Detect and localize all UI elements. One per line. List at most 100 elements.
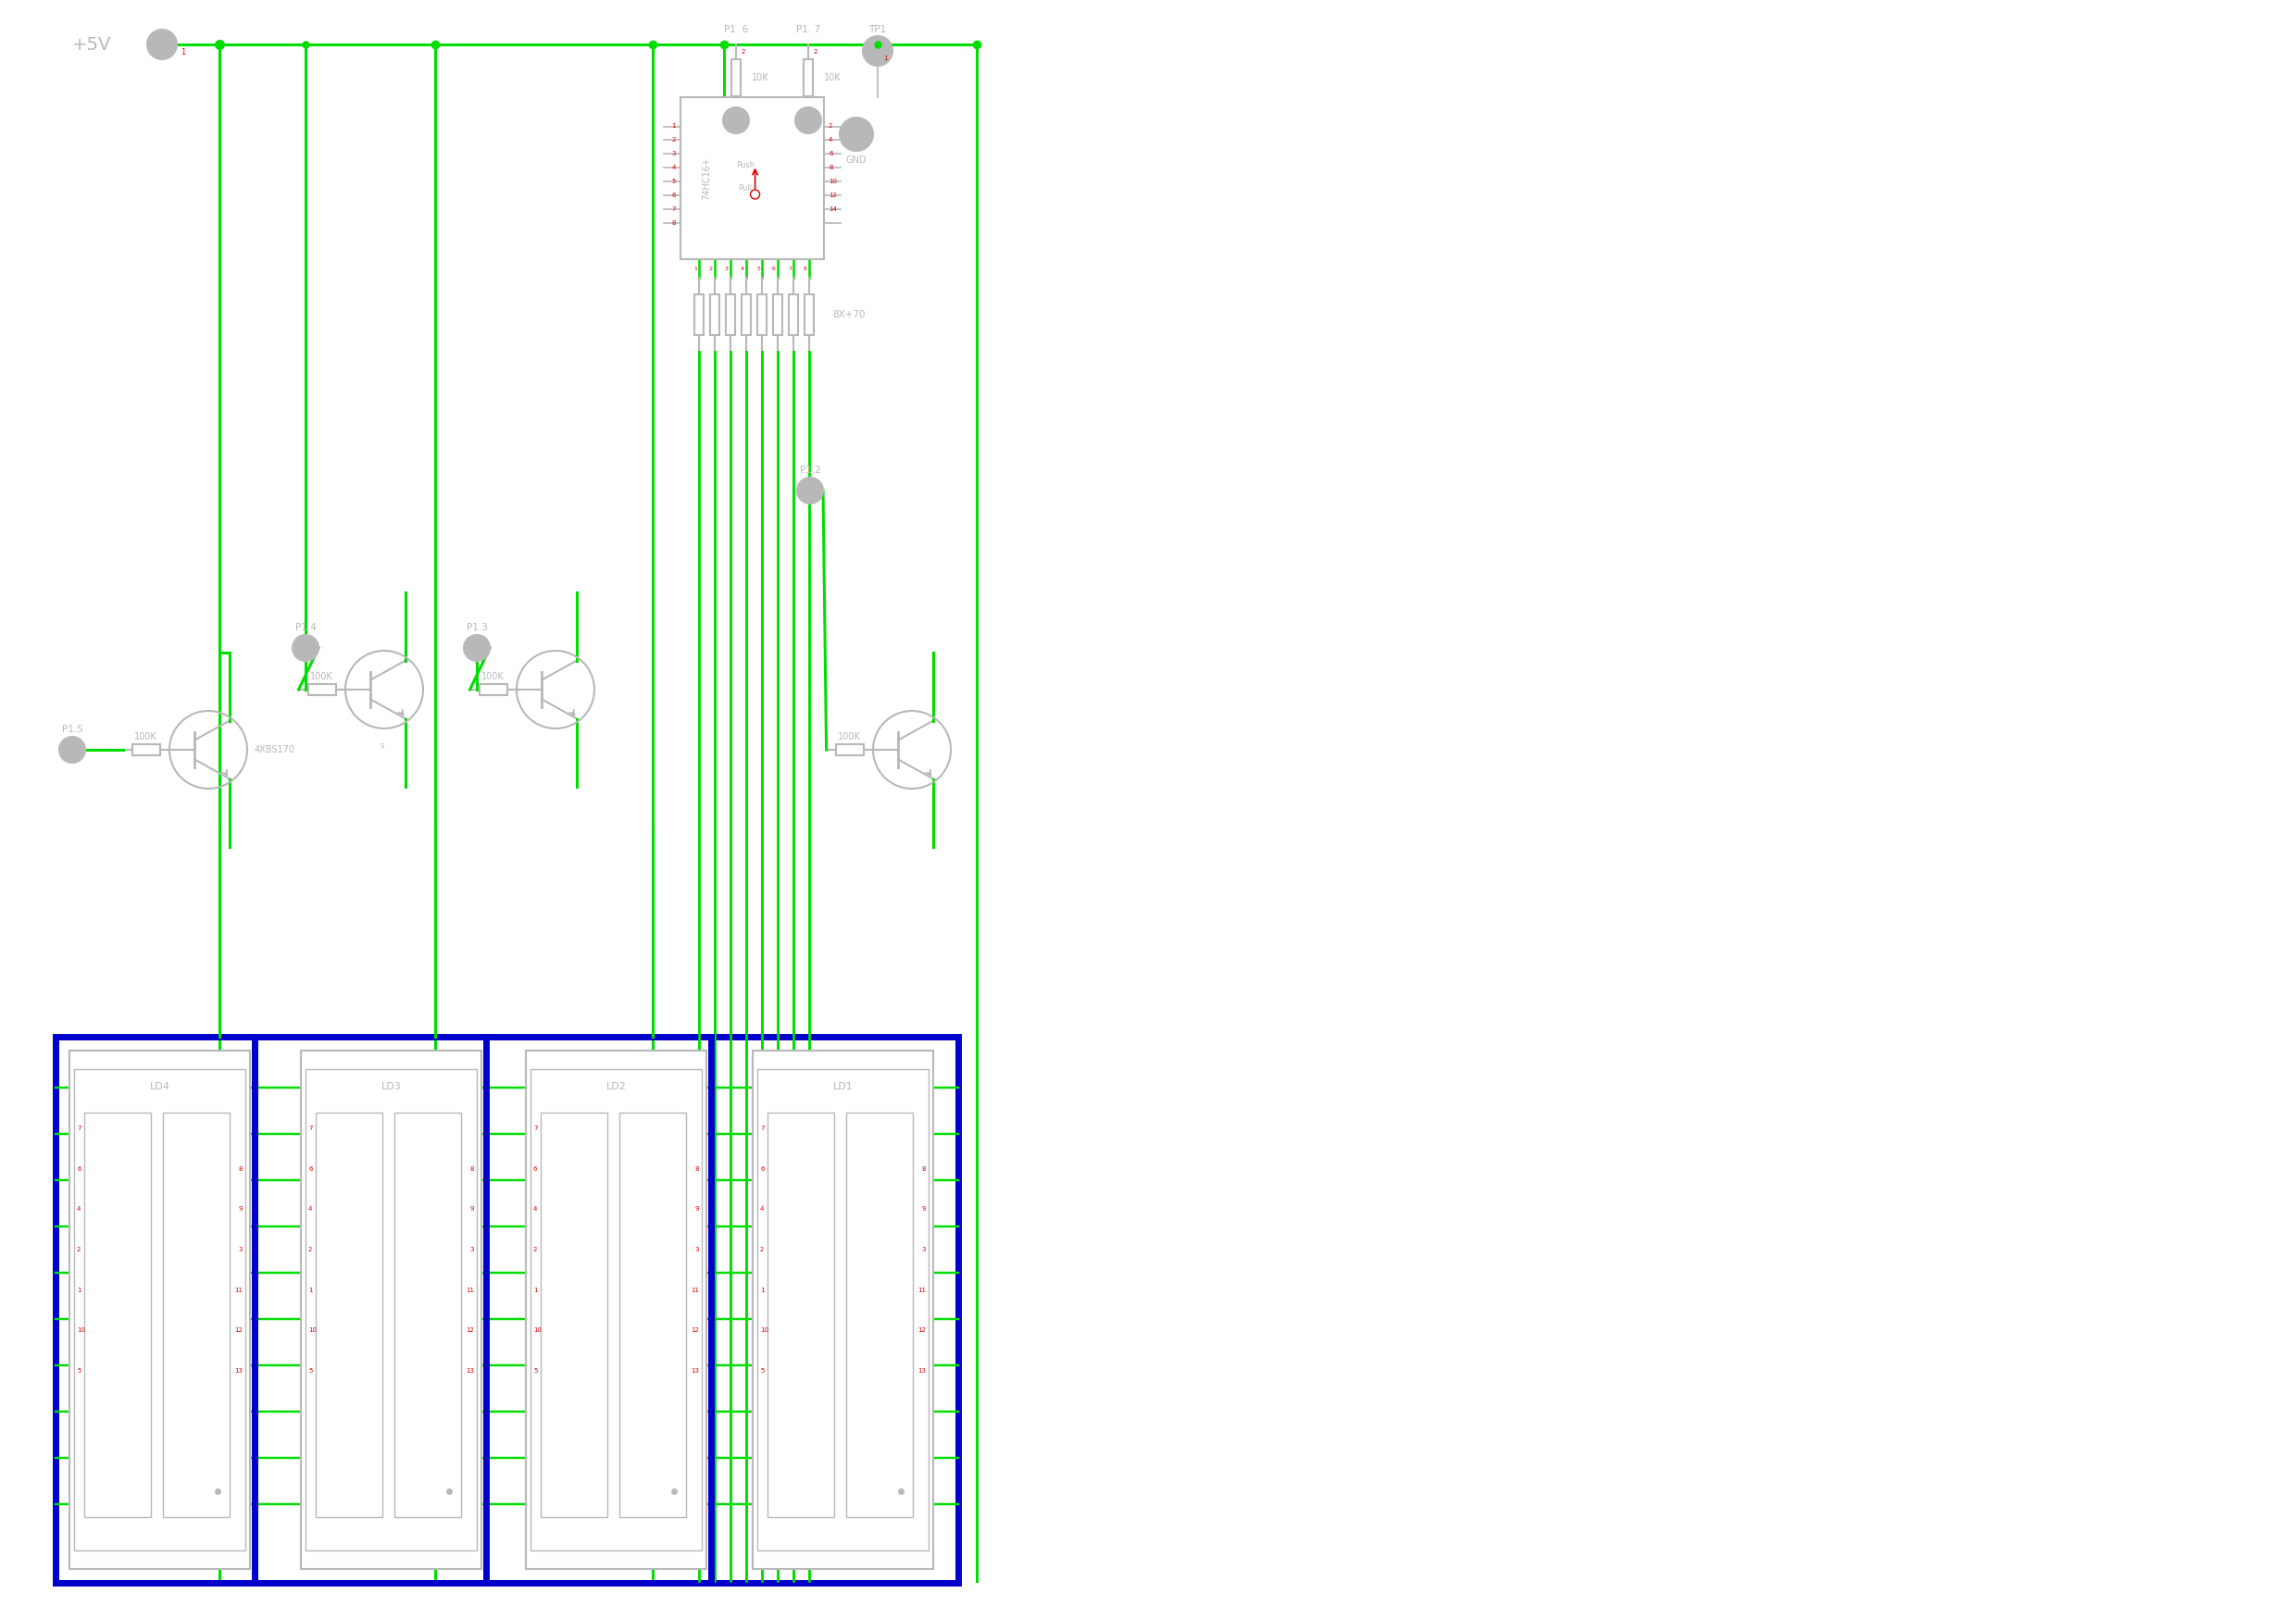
Text: 5: 5 xyxy=(76,1369,80,1374)
Text: 4XBS170: 4XBS170 xyxy=(255,746,296,754)
Text: 6: 6 xyxy=(533,1167,537,1171)
Text: 3: 3 xyxy=(921,1247,925,1252)
Text: 14: 14 xyxy=(829,205,836,212)
Text: 7: 7 xyxy=(760,1126,765,1131)
Bar xyxy=(845,1113,914,1518)
Bar xyxy=(726,294,735,335)
Text: 9: 9 xyxy=(471,1207,473,1212)
Text: 1: 1 xyxy=(181,49,186,57)
Text: 5: 5 xyxy=(308,1369,312,1374)
Bar xyxy=(530,1069,703,1550)
Text: 2: 2 xyxy=(829,123,833,129)
Text: 4: 4 xyxy=(673,165,675,170)
Bar xyxy=(305,1069,478,1550)
Text: Push: Push xyxy=(735,162,755,170)
Text: 7: 7 xyxy=(308,1126,312,1131)
Circle shape xyxy=(840,118,872,150)
Text: 10: 10 xyxy=(308,1328,317,1333)
Text: Pull: Pull xyxy=(737,184,753,193)
Text: +5V: +5V xyxy=(71,36,110,53)
Text: 6: 6 xyxy=(76,1167,80,1171)
Circle shape xyxy=(723,107,748,133)
Text: 1: 1 xyxy=(760,1288,765,1293)
Text: 5: 5 xyxy=(533,1369,537,1374)
Text: 12: 12 xyxy=(918,1328,925,1333)
Bar xyxy=(709,294,719,335)
Text: 9: 9 xyxy=(921,1207,925,1212)
Text: 10: 10 xyxy=(760,1328,769,1333)
Text: 6: 6 xyxy=(771,267,776,272)
Text: 13: 13 xyxy=(466,1369,473,1374)
Text: 8: 8 xyxy=(696,1167,698,1171)
Text: 13: 13 xyxy=(918,1369,925,1374)
Text: 1: 1 xyxy=(673,123,675,129)
Text: 4: 4 xyxy=(742,267,744,272)
Text: P1.2: P1.2 xyxy=(799,466,820,474)
Text: GND: GND xyxy=(845,155,868,165)
Bar xyxy=(480,684,507,696)
Text: s: s xyxy=(381,741,383,749)
Text: 8: 8 xyxy=(804,267,808,272)
Bar xyxy=(308,684,335,696)
Circle shape xyxy=(147,29,177,60)
Text: 8: 8 xyxy=(921,1167,925,1171)
Text: 2: 2 xyxy=(308,1247,312,1252)
Bar xyxy=(767,1113,833,1518)
Bar xyxy=(526,1050,707,1569)
Circle shape xyxy=(797,477,822,503)
Bar xyxy=(163,1113,230,1518)
Text: 12: 12 xyxy=(829,193,836,197)
Text: 5: 5 xyxy=(760,1369,765,1374)
Text: LD1: LD1 xyxy=(833,1082,854,1092)
Text: 74HC16+: 74HC16+ xyxy=(703,157,712,199)
Text: 11: 11 xyxy=(234,1288,243,1293)
Text: 9: 9 xyxy=(696,1207,698,1212)
Text: P1.4: P1.4 xyxy=(294,623,317,633)
Bar xyxy=(620,1113,687,1518)
Text: 11: 11 xyxy=(691,1288,698,1293)
Circle shape xyxy=(863,36,893,66)
Bar xyxy=(804,60,813,97)
Text: LD3: LD3 xyxy=(381,1082,402,1092)
Text: P1. 6: P1. 6 xyxy=(723,24,748,34)
Bar xyxy=(55,1037,957,1582)
Text: 8X+70: 8X+70 xyxy=(831,311,866,319)
Text: 3: 3 xyxy=(673,150,675,157)
Text: 6: 6 xyxy=(760,1167,765,1171)
Text: 2: 2 xyxy=(76,1247,80,1252)
Bar xyxy=(73,1069,246,1550)
Text: 5: 5 xyxy=(755,267,760,272)
Text: 3: 3 xyxy=(239,1247,243,1252)
Text: 4: 4 xyxy=(829,138,833,142)
Bar xyxy=(395,1113,461,1518)
Bar xyxy=(804,294,813,335)
Bar xyxy=(742,294,751,335)
Bar xyxy=(758,294,767,335)
Bar xyxy=(836,744,863,756)
Text: 100K: 100K xyxy=(482,671,505,681)
Text: 4: 4 xyxy=(760,1207,765,1212)
Text: P1. 7: P1. 7 xyxy=(797,24,820,34)
Text: 10K: 10K xyxy=(824,73,840,83)
Text: 7: 7 xyxy=(788,267,792,272)
Text: 8: 8 xyxy=(471,1167,473,1171)
Text: 5: 5 xyxy=(673,178,675,184)
Text: 1: 1 xyxy=(76,1288,80,1293)
Text: 8: 8 xyxy=(673,220,675,225)
Bar xyxy=(758,1069,928,1550)
Text: P1.3: P1.3 xyxy=(466,623,487,633)
Text: 10: 10 xyxy=(829,178,838,184)
Text: 4: 4 xyxy=(308,1207,312,1212)
Circle shape xyxy=(464,634,489,660)
Bar xyxy=(540,1113,606,1518)
Text: 7: 7 xyxy=(673,205,675,212)
Text: 7: 7 xyxy=(76,1126,80,1131)
Text: 6: 6 xyxy=(673,193,675,197)
Bar xyxy=(85,1113,152,1518)
Text: 9: 9 xyxy=(239,1207,243,1212)
Text: 100K: 100K xyxy=(838,733,861,741)
Text: 1: 1 xyxy=(693,267,698,272)
Text: 2: 2 xyxy=(813,49,817,55)
Text: 10: 10 xyxy=(533,1328,542,1333)
Text: 3: 3 xyxy=(471,1247,473,1252)
